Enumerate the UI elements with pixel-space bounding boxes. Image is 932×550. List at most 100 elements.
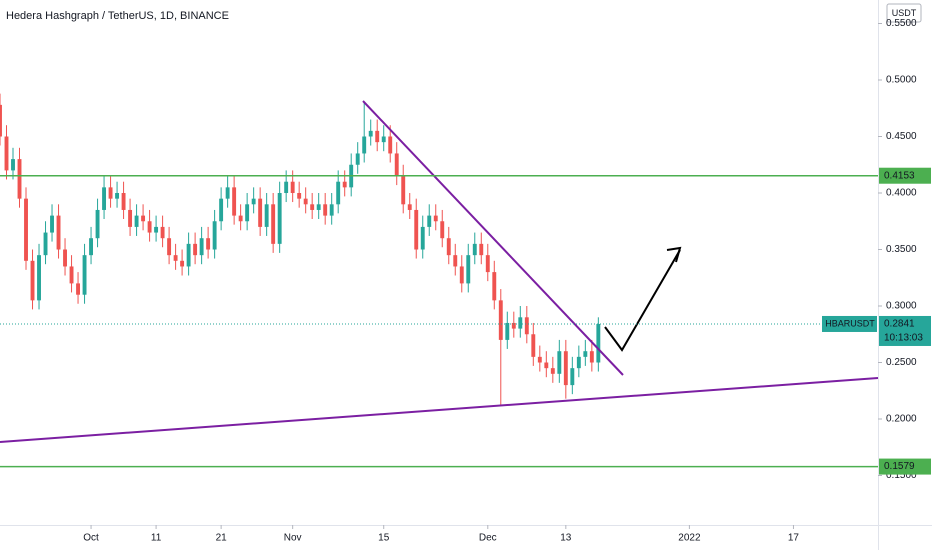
candle-body bbox=[173, 255, 178, 261]
candle-body bbox=[531, 334, 536, 357]
candle-body bbox=[329, 204, 334, 216]
candle-body bbox=[232, 187, 237, 216]
candle-body bbox=[492, 272, 497, 301]
candle-body bbox=[0, 104, 2, 137]
candle-body bbox=[388, 136, 393, 154]
candle-body bbox=[303, 198, 308, 205]
candle-body bbox=[95, 209, 100, 239]
y-tick-label: 0.5500 bbox=[886, 18, 917, 29]
candle-body bbox=[128, 209, 133, 227]
candle-body bbox=[342, 181, 347, 188]
symbol-label: HBARUSDT bbox=[825, 318, 875, 328]
x-tick-label: 21 bbox=[216, 533, 228, 544]
candle-body bbox=[141, 215, 146, 222]
candle-body bbox=[446, 238, 451, 256]
candle-body bbox=[485, 255, 490, 273]
candle-body bbox=[583, 351, 588, 357]
candle-body bbox=[511, 322, 516, 329]
arrow bbox=[604, 249, 681, 352]
candle-body bbox=[596, 323, 601, 363]
candle-body bbox=[82, 255, 87, 295]
candle-body bbox=[459, 266, 464, 284]
candle-body bbox=[479, 243, 484, 256]
candle-body bbox=[63, 249, 67, 267]
candle-body bbox=[589, 351, 594, 363]
candle-body bbox=[24, 198, 28, 261]
hline-label: 0.1579 bbox=[884, 461, 915, 472]
candle-body bbox=[89, 238, 94, 256]
candle-body bbox=[524, 317, 529, 335]
last-price-box bbox=[879, 315, 931, 346]
y-tick-label: 0.4500 bbox=[886, 131, 917, 142]
candle-body bbox=[43, 232, 48, 256]
candle-body bbox=[368, 130, 373, 137]
candle-body bbox=[381, 136, 386, 143]
candle-body bbox=[414, 209, 419, 250]
candle-body bbox=[108, 187, 113, 199]
candle-body bbox=[186, 243, 191, 267]
candle-body bbox=[199, 238, 204, 256]
candle-body bbox=[550, 368, 555, 374]
candle-body bbox=[557, 351, 562, 374]
candle-body bbox=[167, 238, 172, 256]
candle-body bbox=[17, 159, 22, 199]
trendline bbox=[0, 377, 879, 443]
candle-body bbox=[316, 204, 321, 210]
candle-body bbox=[284, 181, 289, 194]
hline-label-box bbox=[879, 167, 931, 184]
x-tick-label: 13 bbox=[560, 533, 572, 544]
candle-body bbox=[362, 136, 367, 154]
candle-body bbox=[11, 159, 15, 171]
x-tick-label: 15 bbox=[378, 533, 390, 544]
candle-body bbox=[154, 226, 159, 233]
candle-body bbox=[570, 368, 575, 386]
y-tick-label: 0.3000 bbox=[886, 301, 917, 312]
candle-body bbox=[427, 215, 432, 227]
x-tick-label: Oct bbox=[83, 533, 99, 544]
candle-body bbox=[453, 255, 458, 267]
candle-body bbox=[115, 193, 120, 199]
candle-body bbox=[212, 221, 217, 250]
y-tick-label: 0.4000 bbox=[886, 188, 917, 199]
x-tick-label: 2022 bbox=[678, 533, 701, 544]
y-tick-label: 0.2000 bbox=[886, 414, 917, 425]
y-tick-label: 0.5000 bbox=[886, 75, 917, 86]
candle-body bbox=[258, 198, 263, 227]
candle-body bbox=[433, 215, 438, 222]
candle-body bbox=[134, 215, 139, 227]
arrow-head bbox=[666, 246, 682, 263]
candle-body bbox=[498, 300, 503, 340]
candle-body bbox=[440, 221, 445, 239]
candle-body bbox=[277, 193, 282, 244]
candle-body bbox=[375, 130, 380, 143]
candle-body bbox=[219, 198, 224, 222]
candle-body bbox=[576, 356, 581, 369]
currency: USDT bbox=[892, 8, 917, 18]
candle-body bbox=[102, 187, 107, 210]
candle-body bbox=[472, 243, 477, 256]
candle-body bbox=[56, 215, 61, 250]
x-tick-label: 11 bbox=[151, 533, 162, 544]
candle-body bbox=[30, 260, 35, 301]
candle-body bbox=[206, 238, 211, 250]
candle-body bbox=[37, 255, 41, 301]
candle-body bbox=[544, 362, 549, 369]
hline-label-box bbox=[879, 458, 931, 475]
candle-body bbox=[310, 204, 315, 210]
x-tick-label: 17 bbox=[788, 533, 800, 544]
candle-body bbox=[290, 181, 295, 194]
candle-body bbox=[147, 221, 152, 233]
candle-body bbox=[225, 187, 230, 199]
plot bbox=[0, 93, 601, 406]
candle-body bbox=[180, 260, 185, 267]
candle-body bbox=[297, 193, 302, 199]
trendline bbox=[362, 100, 624, 376]
candle-body bbox=[264, 204, 269, 227]
symbol-box bbox=[822, 315, 877, 332]
y-tick-label: 0.2500 bbox=[886, 357, 917, 368]
candle-body bbox=[238, 215, 243, 222]
candle-body bbox=[518, 317, 523, 329]
candle-body bbox=[271, 204, 276, 244]
